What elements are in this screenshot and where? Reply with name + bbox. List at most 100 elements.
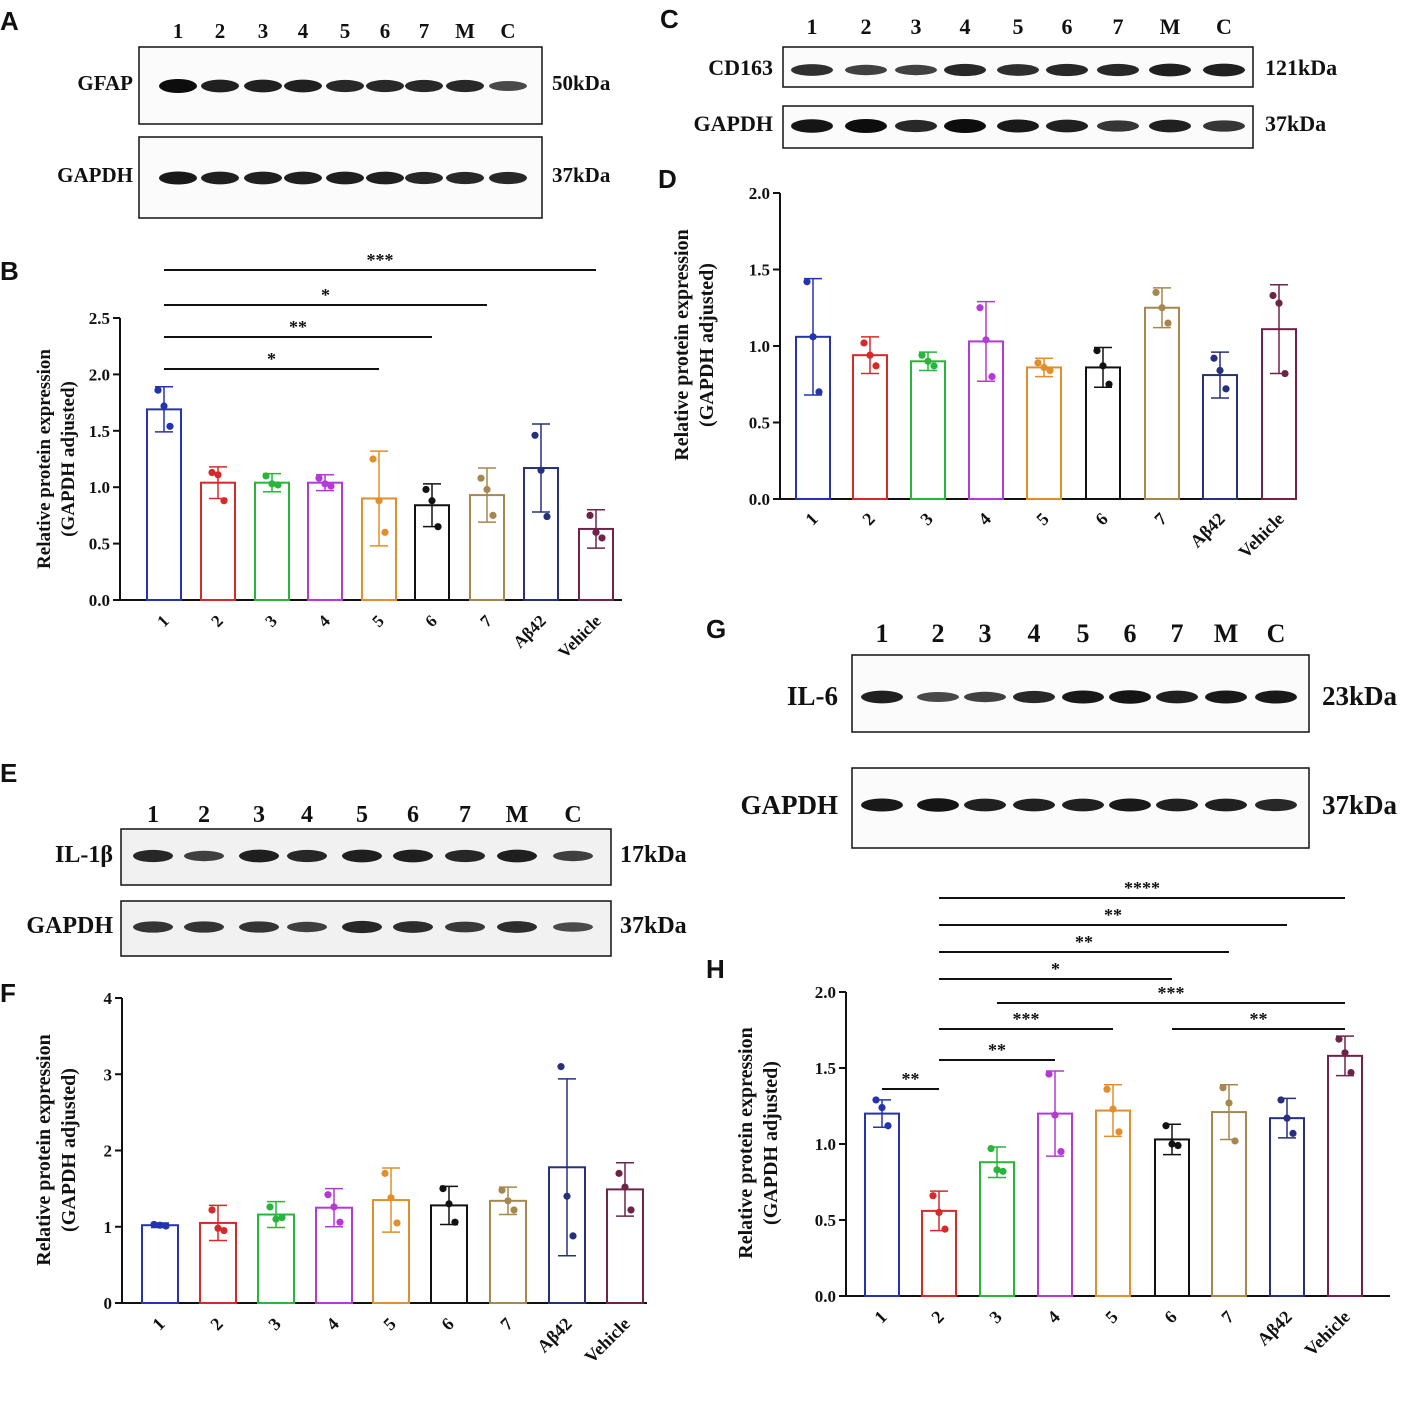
y-tick-label: 2.5 bbox=[89, 309, 110, 328]
data-point bbox=[393, 1219, 401, 1227]
blot-band bbox=[791, 119, 833, 133]
blot-band bbox=[1203, 120, 1245, 132]
blot-band bbox=[366, 171, 404, 185]
data-point bbox=[166, 422, 174, 430]
y-tick-label: 1.0 bbox=[815, 1135, 836, 1154]
data-point bbox=[999, 1167, 1007, 1175]
blot-strip-gapdh: GAPDH 37kDa bbox=[57, 136, 611, 219]
data-point bbox=[1335, 1035, 1343, 1043]
blot-band bbox=[553, 922, 593, 932]
blot-band bbox=[861, 798, 903, 812]
data-point bbox=[1341, 1049, 1349, 1057]
data-point bbox=[1158, 304, 1166, 312]
y-axis-label-line: Relative protein expression bbox=[671, 229, 693, 460]
bar-7 bbox=[489, 1199, 527, 1304]
data-point bbox=[477, 474, 485, 482]
bar-2 bbox=[852, 354, 888, 500]
bar-3 bbox=[254, 481, 290, 601]
y-tick-label: 1 bbox=[104, 1218, 113, 1237]
data-point bbox=[1051, 1111, 1059, 1119]
data-point bbox=[815, 388, 823, 396]
blot-band bbox=[133, 921, 173, 933]
data-point bbox=[324, 1191, 332, 1199]
molecular-weight-label: 17kDa bbox=[620, 842, 687, 868]
data-point bbox=[592, 528, 600, 536]
x-tick-label: 2 bbox=[927, 1307, 948, 1328]
lane-label: 4 bbox=[1028, 619, 1041, 648]
x-tick-label: Vehicle bbox=[1301, 1307, 1354, 1360]
protein-label: GAPDH bbox=[694, 111, 773, 136]
bar-1 bbox=[141, 1224, 179, 1304]
blot-band bbox=[201, 171, 239, 185]
data-point bbox=[982, 336, 990, 344]
lane-label: 5 bbox=[340, 19, 351, 43]
blot-band bbox=[1156, 798, 1198, 812]
data-point bbox=[154, 386, 162, 394]
x-tick-label: 2 bbox=[206, 1314, 227, 1335]
data-point bbox=[1210, 354, 1218, 362]
molecular-weight-label: 23kDa bbox=[1322, 681, 1398, 711]
data-point bbox=[483, 485, 491, 494]
data-point bbox=[935, 1208, 943, 1216]
blot-band bbox=[964, 798, 1006, 812]
bar-3 bbox=[979, 1161, 1015, 1297]
data-point bbox=[1093, 346, 1101, 355]
molecular-weight-label: 37kDa bbox=[1265, 111, 1326, 136]
x-tick-label: 6 bbox=[437, 1314, 458, 1335]
x-tick-label: 1 bbox=[153, 611, 172, 630]
blot-band bbox=[997, 119, 1039, 133]
blot-band bbox=[326, 79, 364, 93]
protein-label: CD163 bbox=[708, 55, 773, 80]
panel-letter-F: F bbox=[0, 978, 16, 1008]
y-axis-label-line: (GAPDH adjusted) bbox=[696, 263, 718, 427]
significance-stars: ** bbox=[1104, 905, 1122, 925]
bar-chart-H: 0.0 0.5 1.0 1.5 2.0 Relative protein expressi… bbox=[735, 878, 1390, 1360]
x-tick-label: 1 bbox=[870, 1307, 891, 1328]
panel-letter-H: H bbox=[706, 954, 725, 984]
bar-5 bbox=[1095, 1109, 1131, 1298]
blot-band bbox=[1255, 798, 1297, 812]
x-tick-label: Vehicle bbox=[554, 611, 605, 662]
bar-Vehicle bbox=[1327, 1054, 1363, 1297]
western-blot-A: 1 2 3 4 5 6 7 M C GFAP 50kDa GAPDH 37kDa bbox=[57, 19, 611, 219]
blot-band bbox=[366, 79, 404, 93]
y-axis-label-line: Relative protein expression bbox=[735, 1027, 757, 1258]
data-point bbox=[220, 1226, 228, 1235]
x-tick-label: 6 bbox=[1160, 1307, 1181, 1328]
data-point bbox=[872, 1096, 880, 1104]
data-point bbox=[563, 1192, 571, 1200]
data-point bbox=[993, 1166, 1001, 1174]
lane-label: 6 bbox=[380, 19, 391, 43]
significance-stars: *** bbox=[1158, 983, 1185, 1003]
data-point bbox=[451, 1218, 459, 1226]
lane-label: C bbox=[500, 19, 515, 43]
blot-band bbox=[244, 79, 282, 93]
lane-label: 4 bbox=[301, 802, 313, 828]
data-point bbox=[531, 431, 539, 439]
blot-band bbox=[553, 850, 593, 862]
blot-band bbox=[845, 64, 887, 76]
x-tick-label: 3 bbox=[264, 1314, 285, 1335]
molecular-weight-label: 37kDa bbox=[552, 163, 611, 187]
blot-band bbox=[244, 171, 282, 185]
blot-band bbox=[284, 79, 322, 93]
blot-band bbox=[944, 119, 986, 133]
x-tick-label: 1 bbox=[148, 1314, 169, 1335]
data-point bbox=[208, 1206, 216, 1214]
blot-band bbox=[895, 119, 937, 133]
protein-label: IL-1β bbox=[55, 842, 113, 868]
data-point bbox=[1216, 366, 1224, 375]
data-point bbox=[930, 362, 938, 370]
blot-band bbox=[944, 63, 986, 77]
lane-label: 7 bbox=[1171, 619, 1184, 648]
blot-band bbox=[1203, 63, 1245, 77]
data-point bbox=[321, 480, 329, 488]
x-tick-label: 5 bbox=[1101, 1307, 1122, 1328]
blot-band bbox=[1205, 798, 1247, 812]
protein-label: GAPDH bbox=[26, 913, 113, 939]
data-point bbox=[929, 1192, 937, 1200]
blot-band bbox=[184, 850, 224, 862]
panel-letter-D: D bbox=[658, 164, 677, 194]
data-point bbox=[1105, 380, 1113, 388]
western-blot-G: 1 2 3 4 5 6 7 M C IL-6 23kDa GAPDH 37kDa bbox=[741, 619, 1398, 849]
